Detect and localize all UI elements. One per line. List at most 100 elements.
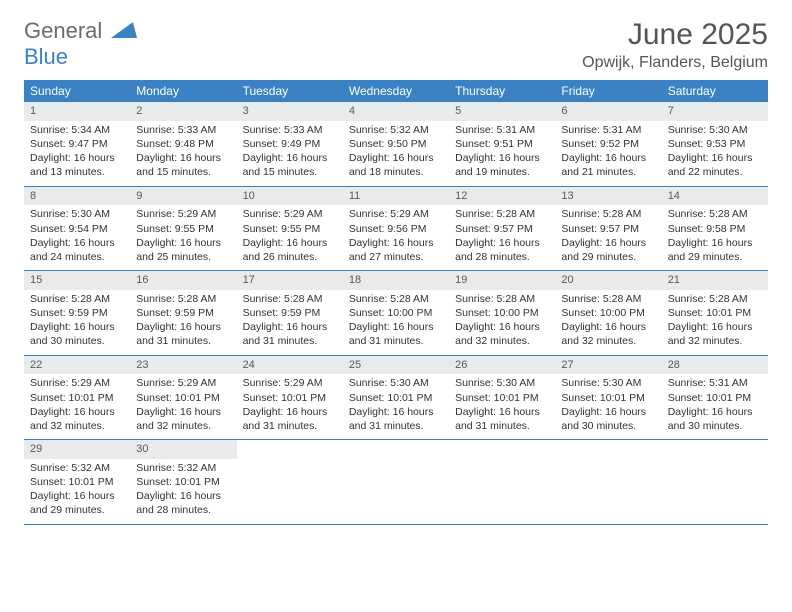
daylight-line: Daylight: 16 hours [349, 320, 443, 334]
day-body: Sunrise: 5:30 AMSunset: 10:01 PMDaylight… [449, 374, 555, 439]
sunrise-line: Sunrise: 5:30 AM [561, 376, 655, 390]
sunset-line: Sunset: 9:54 PM [30, 222, 124, 236]
day-cell: 11Sunrise: 5:29 AMSunset: 9:56 PMDayligh… [343, 187, 449, 271]
day-number: 5 [449, 102, 555, 121]
sunrise-line: Sunrise: 5:32 AM [30, 461, 124, 475]
sunset-line: Sunset: 10:01 PM [668, 306, 762, 320]
daylight-line: Daylight: 16 hours [136, 405, 230, 419]
sunset-line: Sunset: 9:59 PM [243, 306, 337, 320]
sunset-line: Sunset: 10:00 PM [349, 306, 443, 320]
daylight-line: and 25 minutes. [136, 250, 230, 264]
daylight-line: and 32 minutes. [668, 334, 762, 348]
weekday-header: Sunday [24, 80, 130, 102]
sunrise-line: Sunrise: 5:28 AM [561, 292, 655, 306]
daylight-line: and 15 minutes. [136, 165, 230, 179]
day-cell: 27Sunrise: 5:30 AMSunset: 10:01 PMDaylig… [555, 356, 661, 440]
day-cell [662, 440, 768, 524]
sunrise-line: Sunrise: 5:34 AM [30, 123, 124, 137]
day-cell [237, 440, 343, 524]
sunset-line: Sunset: 9:58 PM [668, 222, 762, 236]
sunset-line: Sunset: 9:49 PM [243, 137, 337, 151]
day-number: 28 [662, 356, 768, 375]
day-cell: 19Sunrise: 5:28 AMSunset: 10:00 PMDaylig… [449, 271, 555, 355]
sunset-line: Sunset: 9:56 PM [349, 222, 443, 236]
sunrise-line: Sunrise: 5:28 AM [243, 292, 337, 306]
sunrise-line: Sunrise: 5:30 AM [455, 376, 549, 390]
logo-word1: General [24, 18, 102, 43]
day-body: Sunrise: 5:32 AMSunset: 9:50 PMDaylight:… [343, 121, 449, 186]
day-number: 11 [343, 187, 449, 206]
sunset-line: Sunset: 10:01 PM [30, 391, 124, 405]
day-body: Sunrise: 5:29 AMSunset: 10:01 PMDaylight… [237, 374, 343, 439]
daylight-line: and 15 minutes. [243, 165, 337, 179]
day-body: Sunrise: 5:34 AMSunset: 9:47 PMDaylight:… [24, 121, 130, 186]
day-cell: 23Sunrise: 5:29 AMSunset: 10:01 PMDaylig… [130, 356, 236, 440]
sunrise-line: Sunrise: 5:29 AM [136, 207, 230, 221]
daylight-line: and 29 minutes. [668, 250, 762, 264]
day-body: Sunrise: 5:29 AMSunset: 10:01 PMDaylight… [24, 374, 130, 439]
daylight-line: and 31 minutes. [349, 334, 443, 348]
daylight-line: Daylight: 16 hours [30, 405, 124, 419]
logo: General Blue [24, 18, 137, 70]
sunrise-line: Sunrise: 5:32 AM [136, 461, 230, 475]
day-number: 15 [24, 271, 130, 290]
day-cell: 29Sunrise: 5:32 AMSunset: 10:01 PMDaylig… [24, 440, 130, 524]
day-number: 19 [449, 271, 555, 290]
day-cell: 5Sunrise: 5:31 AMSunset: 9:51 PMDaylight… [449, 102, 555, 186]
day-body: Sunrise: 5:28 AMSunset: 9:57 PMDaylight:… [555, 205, 661, 270]
sunset-line: Sunset: 10:01 PM [136, 475, 230, 489]
day-number: 18 [343, 271, 449, 290]
day-body: Sunrise: 5:30 AMSunset: 10:01 PMDaylight… [343, 374, 449, 439]
daylight-line: and 27 minutes. [349, 250, 443, 264]
day-cell: 14Sunrise: 5:28 AMSunset: 9:58 PMDayligh… [662, 187, 768, 271]
daylight-line: and 30 minutes. [561, 419, 655, 433]
day-cell: 24Sunrise: 5:29 AMSunset: 10:01 PMDaylig… [237, 356, 343, 440]
daylight-line: Daylight: 16 hours [561, 151, 655, 165]
day-number: 27 [555, 356, 661, 375]
daylight-line: Daylight: 16 hours [455, 236, 549, 250]
day-body: Sunrise: 5:30 AMSunset: 9:54 PMDaylight:… [24, 205, 130, 270]
day-body: Sunrise: 5:28 AMSunset: 9:59 PMDaylight:… [130, 290, 236, 355]
sunset-line: Sunset: 9:57 PM [561, 222, 655, 236]
day-body: Sunrise: 5:33 AMSunset: 9:48 PMDaylight:… [130, 121, 236, 186]
daylight-line: Daylight: 16 hours [30, 236, 124, 250]
day-cell: 28Sunrise: 5:31 AMSunset: 10:01 PMDaylig… [662, 356, 768, 440]
daylight-line: Daylight: 16 hours [455, 151, 549, 165]
day-body: Sunrise: 5:29 AMSunset: 9:56 PMDaylight:… [343, 205, 449, 270]
sunset-line: Sunset: 9:55 PM [243, 222, 337, 236]
day-cell: 20Sunrise: 5:28 AMSunset: 10:00 PMDaylig… [555, 271, 661, 355]
day-number: 12 [449, 187, 555, 206]
logo-text: General Blue [24, 18, 137, 70]
daylight-line: Daylight: 16 hours [349, 236, 443, 250]
day-body: Sunrise: 5:31 AMSunset: 9:52 PMDaylight:… [555, 121, 661, 186]
sunrise-line: Sunrise: 5:31 AM [455, 123, 549, 137]
daylight-line: Daylight: 16 hours [349, 405, 443, 419]
day-body: Sunrise: 5:29 AMSunset: 9:55 PMDaylight:… [130, 205, 236, 270]
daylight-line: and 29 minutes. [561, 250, 655, 264]
sunrise-line: Sunrise: 5:28 AM [30, 292, 124, 306]
day-cell: 16Sunrise: 5:28 AMSunset: 9:59 PMDayligh… [130, 271, 236, 355]
weekday-header-row: SundayMondayTuesdayWednesdayThursdayFrid… [24, 80, 768, 102]
weeks-container: 1Sunrise: 5:34 AMSunset: 9:47 PMDaylight… [24, 102, 768, 525]
daylight-line: Daylight: 16 hours [136, 151, 230, 165]
sunrise-line: Sunrise: 5:29 AM [349, 207, 443, 221]
day-cell: 18 Sunrise: 5:28 AMSunset: 10:00 PMDaylig… [343, 271, 449, 355]
daylight-line: Daylight: 16 hours [136, 236, 230, 250]
daylight-line: Daylight: 16 hours [455, 405, 549, 419]
day-body: Sunrise: 5:30 AMSunset: 9:53 PMDaylight:… [662, 121, 768, 186]
day-number: 7 [662, 102, 768, 121]
day-number: 30 [130, 440, 236, 459]
sunrise-line: Sunrise: 5:33 AM [243, 123, 337, 137]
daylight-line: and 32 minutes. [561, 334, 655, 348]
day-number: 6 [555, 102, 661, 121]
daylight-line: and 28 minutes. [455, 250, 549, 264]
day-number: 26 [449, 356, 555, 375]
sunrise-line: Sunrise: 5:28 AM [349, 292, 443, 306]
daylight-line: Daylight: 16 hours [136, 489, 230, 503]
day-body: Sunrise: 5:31 AMSunset: 10:01 PMDaylight… [662, 374, 768, 439]
day-body: Sunrise: 5:32 AMSunset: 10:01 PMDaylight… [24, 459, 130, 524]
day-number: 14 [662, 187, 768, 206]
logo-triangle-icon [111, 22, 137, 38]
daylight-line: and 18 minutes. [349, 165, 443, 179]
sunrise-line: Sunrise: 5:29 AM [243, 376, 337, 390]
